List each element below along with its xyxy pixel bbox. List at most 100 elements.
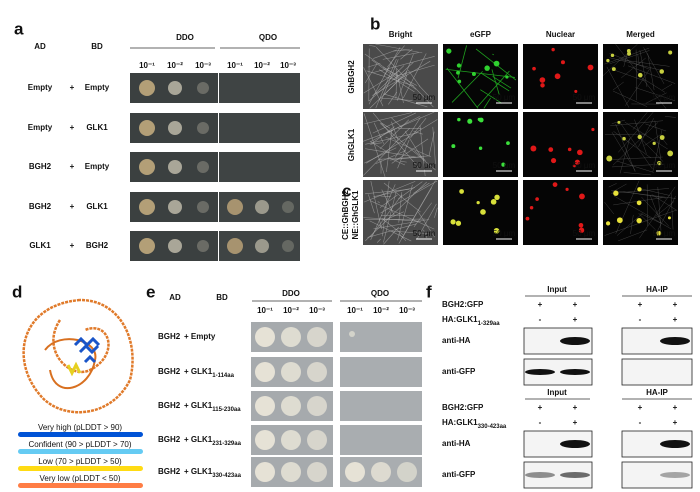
cell-wall (381, 122, 391, 129)
nucleus (591, 127, 595, 132)
row-label: NE::GhGLK1 (351, 190, 360, 239)
legend-swatch (18, 449, 143, 454)
cell-wall (375, 43, 423, 54)
band (660, 337, 690, 345)
nucleus (606, 58, 610, 63)
cell-wall (398, 181, 423, 200)
plate-qdo (340, 391, 422, 421)
cell-wall (369, 45, 376, 47)
colony (168, 81, 182, 95)
ad-header: AD (169, 293, 181, 302)
treatment-label-main: HA:GLK1 (442, 315, 478, 324)
cell-wall (637, 54, 640, 65)
cell-wall (609, 50, 650, 65)
cell-wall (380, 97, 413, 101)
colony (281, 430, 301, 450)
nucleus (493, 227, 500, 234)
cell-wall (632, 112, 648, 130)
nucleus (490, 199, 497, 205)
gfp-membrane (480, 89, 503, 104)
band (560, 337, 590, 345)
ad-construct: BGH2 (158, 367, 181, 376)
nucleus (539, 77, 546, 83)
cell-wall (367, 62, 381, 68)
nucleus (480, 209, 486, 215)
micrograph (523, 44, 598, 109)
antibody-label: anti-GFP (442, 367, 476, 376)
cell-wall (610, 120, 664, 127)
panel-label: b (370, 14, 380, 33)
colony (282, 201, 294, 213)
nucleus (667, 216, 671, 220)
row-label: GhBGH2 (347, 60, 356, 94)
sign: + (673, 403, 678, 412)
cell-wall (640, 213, 661, 224)
cell-wall (397, 184, 413, 241)
scale-bar-label: 50 μm (573, 93, 596, 102)
plate-qdo (340, 357, 422, 387)
cell-wall (373, 49, 397, 59)
cell-wall (365, 148, 416, 158)
colony (197, 161, 209, 173)
cell-wall (364, 112, 413, 125)
cell-wall (615, 124, 636, 172)
cell-wall (608, 183, 617, 188)
nucleus (532, 66, 536, 71)
colony (307, 362, 327, 382)
dilution: 10⁻¹ (257, 306, 273, 315)
nucleus (652, 141, 656, 145)
cell-wall (644, 134, 661, 146)
dilution: 10⁻² (254, 61, 270, 70)
scale-bar-label: 50 μm (413, 161, 436, 170)
nucleus (667, 150, 674, 157)
colony (281, 362, 301, 382)
nucleus (552, 182, 558, 187)
blot-header: Input (547, 388, 567, 397)
antibody-label: anti-HA (442, 439, 471, 448)
cell-wall (419, 125, 426, 177)
cell-wall (662, 139, 668, 145)
colony (197, 201, 209, 213)
bd-construct: Empty (85, 162, 110, 171)
scale-bar-label: 50 μm (493, 93, 516, 102)
gfp-membrane (477, 70, 510, 108)
sign: - (539, 315, 542, 324)
structure-helix (73, 336, 101, 364)
cell-wall (395, 64, 435, 77)
blot (621, 358, 693, 386)
nucleus (451, 144, 456, 149)
legend-label: Low (70 > pLDDT > 50) (38, 457, 122, 466)
cell-wall (619, 121, 653, 169)
cell-wall (404, 54, 414, 76)
cell-wall (377, 201, 380, 204)
cell-wall (371, 56, 435, 74)
gfp-membrane (451, 71, 483, 103)
cell-wall (371, 59, 400, 81)
cell-wall (388, 91, 398, 105)
bd-construct-sub: 330-423aa (212, 473, 241, 479)
sign: + (573, 315, 578, 324)
nucleus (476, 200, 480, 205)
cell-wall (395, 68, 404, 103)
nucleus (636, 200, 642, 206)
blot-header: HA-IP (646, 388, 668, 397)
treatment-label-sub: 1-329aa (478, 321, 501, 327)
cell-wall (621, 57, 646, 79)
cell-wall (398, 233, 407, 241)
nucleus (457, 117, 461, 122)
nucleus (659, 69, 665, 74)
nucleus (574, 159, 580, 165)
nucleus (494, 194, 500, 201)
scale-bar-label: 50 μm (493, 229, 516, 238)
cell-wall (370, 194, 403, 237)
colony (281, 327, 301, 347)
cell-wall (630, 214, 634, 234)
nucleus (551, 47, 555, 52)
cell-wall (642, 78, 666, 93)
dilution: 10⁻³ (195, 61, 211, 70)
cell-wall (368, 194, 375, 214)
cell-wall (382, 67, 417, 86)
bd-construct-main: + GLK1 (184, 435, 213, 444)
medium-header: DDO (176, 33, 194, 42)
band (660, 472, 690, 478)
